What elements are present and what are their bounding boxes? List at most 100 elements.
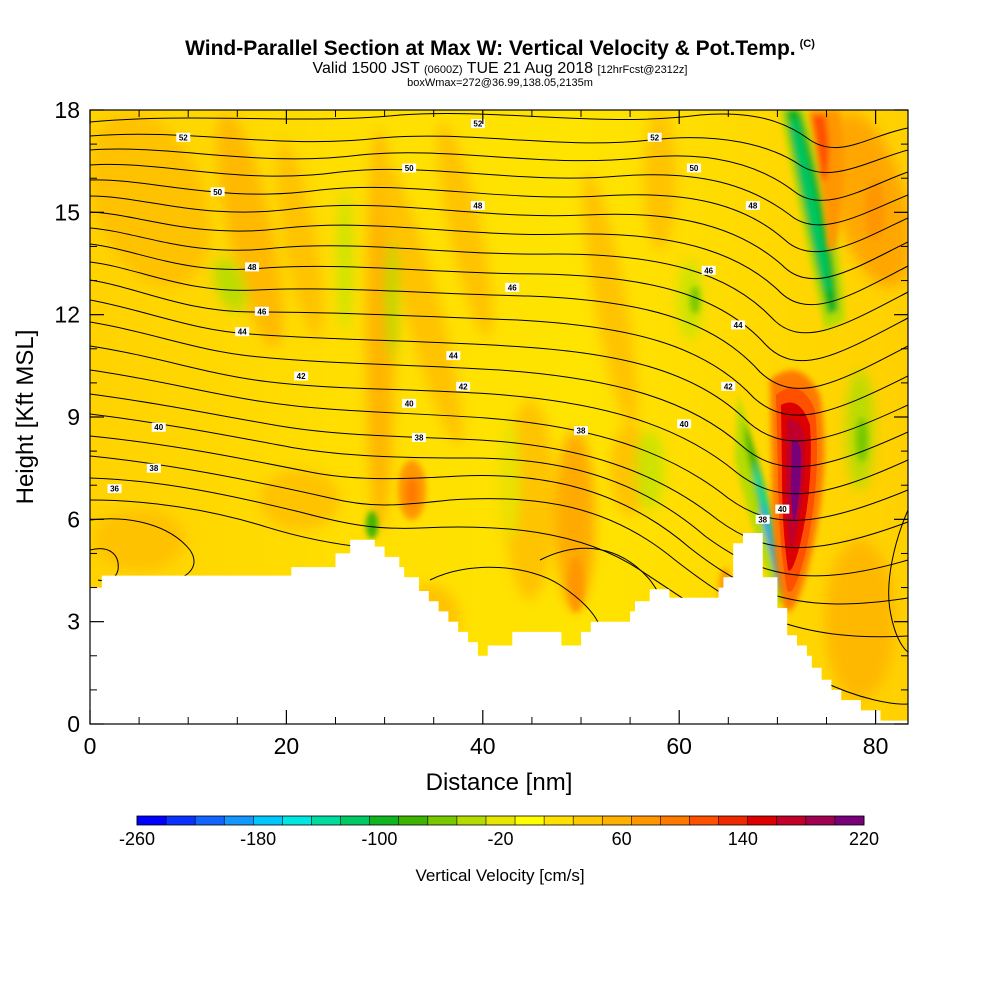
contour-label: 44 xyxy=(446,351,461,361)
contour-label-bg xyxy=(677,419,692,429)
colorbar-swatch xyxy=(311,816,341,825)
x-tick-label: 0 xyxy=(84,733,97,759)
contour-label-text: 36 xyxy=(110,485,119,494)
colorbar-swatch xyxy=(834,816,865,825)
contour-label: 40 xyxy=(775,504,790,514)
contour-label-text: 50 xyxy=(405,164,414,173)
contour-label: 38 xyxy=(573,426,588,436)
colorbar-label: Vertical Velocity [cm/s] xyxy=(415,866,584,885)
contour-label-text: 44 xyxy=(734,321,743,330)
colorbar-swatch xyxy=(631,816,661,825)
colorbar-tick-label: -260 xyxy=(119,829,155,849)
contour-label-text: 52 xyxy=(650,133,659,142)
contour-label: 48 xyxy=(745,201,760,211)
contour-label-text: 40 xyxy=(154,423,163,432)
colorbar-swatch xyxy=(718,816,748,825)
contour-label-bg xyxy=(402,163,417,173)
colorbar-swatch xyxy=(427,816,458,825)
colorbar-swatch xyxy=(456,816,487,825)
contour-label-bg xyxy=(745,201,760,211)
contour-label-text: 40 xyxy=(778,505,787,514)
contour-label-text: 38 xyxy=(758,515,767,524)
copyright-mark: (C) xyxy=(799,38,815,50)
contour-label-text: 48 xyxy=(473,202,482,211)
colorbar-tick-label: -180 xyxy=(240,829,276,849)
contour-label-text: 52 xyxy=(179,133,188,142)
contour-label-text: 40 xyxy=(405,399,414,408)
contour-label-bg xyxy=(505,282,520,292)
chart-subtitle: Valid 1500 JST (0600Z) TUE 21 Aug 2018 [… xyxy=(0,60,1000,78)
contour-label: 48 xyxy=(470,201,485,211)
contour-label: 42 xyxy=(721,381,736,391)
title-text: Wind-Parallel Section at Max W: Vertical… xyxy=(185,37,796,60)
colorbar-swatch xyxy=(544,816,574,825)
forecast-info: [12hrFcst@2312z] xyxy=(597,64,688,76)
contour-label-text: 42 xyxy=(459,382,468,391)
contour-label-bg xyxy=(647,132,662,142)
y-tick-label: 3 xyxy=(67,609,80,635)
contour-label-bg xyxy=(573,426,588,436)
valid-date: TUE 21 Aug 2018 xyxy=(466,60,593,77)
x-axis-label: Distance [nm] xyxy=(426,769,573,796)
contour-label-bg xyxy=(721,381,736,391)
velocity-field-blobs xyxy=(90,110,908,700)
colorbar-swatch xyxy=(602,816,632,825)
contour-label: 42 xyxy=(294,371,309,381)
contour-label-text: 50 xyxy=(689,164,698,173)
contour-label-bg xyxy=(107,484,122,494)
colorbar-swatch xyxy=(369,816,400,825)
colorbar-swatch xyxy=(166,816,196,825)
contour-label-bg xyxy=(254,306,269,316)
contour-label-text: 52 xyxy=(473,120,482,129)
contour-label-text: 42 xyxy=(297,372,306,381)
contour-label: 40 xyxy=(151,422,166,432)
contour-label: 40 xyxy=(402,398,417,408)
contour-label: 52 xyxy=(470,119,485,129)
contour-label-bg xyxy=(470,201,485,211)
y-tick-label: 15 xyxy=(54,199,80,225)
y-axis-label: Height [Kft MSL] xyxy=(12,330,39,505)
colorbar-swatch xyxy=(776,816,807,825)
contour-label: 38 xyxy=(411,432,426,442)
colorbar-swatch xyxy=(253,816,283,825)
colorbar-swatch xyxy=(573,816,603,825)
contour-label-text: 46 xyxy=(257,307,266,316)
contour-label-bg xyxy=(470,119,485,129)
contour-label-text: 48 xyxy=(248,263,257,272)
y-tick-label: 6 xyxy=(67,506,80,532)
contour-label-bg xyxy=(456,381,471,391)
colorbar-swatch xyxy=(515,816,545,825)
colorbar-swatch xyxy=(805,816,836,825)
valid-utc: (0600Z) xyxy=(423,64,463,76)
contour-label: 46 xyxy=(505,282,520,292)
colorbar-tick-label: 140 xyxy=(728,829,758,849)
contour-label-text: 44 xyxy=(238,328,247,337)
contour-label-text: 46 xyxy=(508,283,517,292)
terrain-mask xyxy=(90,533,908,724)
x-tick-label: 40 xyxy=(470,733,496,759)
y-tick-label: 12 xyxy=(54,302,80,328)
contour-label-bg xyxy=(411,432,426,442)
contour-label: 52 xyxy=(176,132,191,142)
contour-label-bg xyxy=(151,422,166,432)
colorbar-tick-label: 220 xyxy=(849,829,879,849)
contour-label-bg xyxy=(245,262,260,272)
contour-label: 36 xyxy=(107,484,122,494)
box-info: boxWmax=272@36.99,138.05,2135m xyxy=(407,77,593,89)
contour-label-text: 42 xyxy=(724,382,733,391)
contour-label: 52 xyxy=(647,132,662,142)
valid-time: Valid 1500 JST xyxy=(312,60,420,77)
colorbar-swatch xyxy=(195,816,225,825)
colorbar-swatch xyxy=(485,816,516,825)
colorbar: -260 -180 -100 -20 60 140 220 xyxy=(119,815,879,849)
contour-label: 40 xyxy=(677,419,692,429)
contour-label: 50 xyxy=(686,163,701,173)
contour-label: 46 xyxy=(701,265,716,275)
contour-label-bg xyxy=(210,187,225,197)
contour-label-bg xyxy=(701,265,716,275)
x-tick-label: 20 xyxy=(274,733,300,759)
colorbar-tick-label: -100 xyxy=(361,829,397,849)
colorbar-swatch xyxy=(282,816,312,825)
